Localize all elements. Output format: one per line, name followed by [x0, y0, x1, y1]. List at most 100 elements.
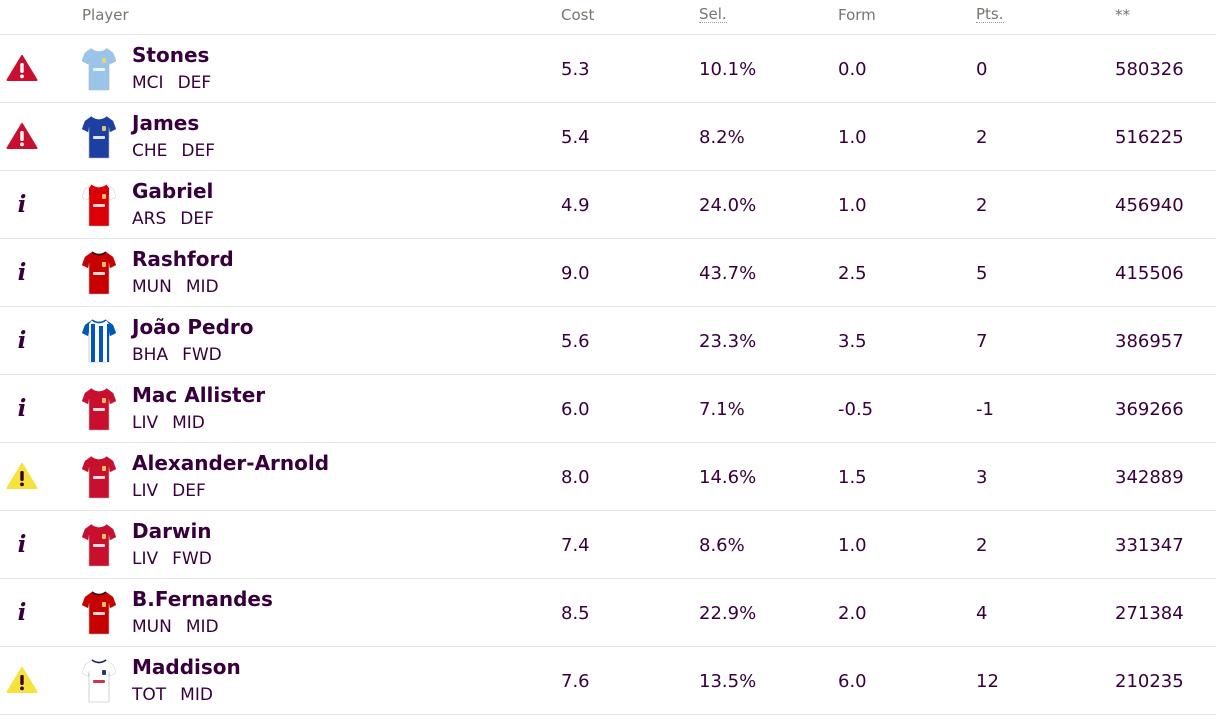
player-transfers: 415506	[1115, 263, 1184, 284]
player-selected-percent: 23.3%	[699, 331, 757, 352]
player-selected-percent: 8.6%	[699, 535, 745, 556]
player-team: MUN	[132, 277, 172, 297]
player-name[interactable]: Rashford	[132, 247, 234, 271]
info-icon[interactable]: i	[17, 258, 27, 286]
table-row[interactable]: i B.Fernandes MUN MID 8.5 22.9% 2.0 4 271384	[0, 579, 1216, 647]
table-row[interactable]: Stones MCI DEF 5.3 10.1% 0.0 0 580326	[0, 35, 1216, 103]
table-row[interactable]: Maddison TOT MID 7.6 13.5% 6.0 12 210235	[0, 647, 1216, 715]
player-position: MID	[172, 413, 205, 433]
table-row[interactable]: i João Pedro BHA FWD 5.6 23.3% 3.5 7 386957	[0, 307, 1216, 375]
injury-warning-icon[interactable]	[6, 121, 38, 151]
info-icon[interactable]: i	[17, 530, 27, 558]
player-position: FWD	[172, 549, 212, 569]
table-row[interactable]: James CHE DEF 5.4 8.2% 1.0 2 516225	[0, 103, 1216, 171]
table-row[interactable]: i Darwin LIV FWD 7.4 8.6% 1.0 2 331347	[0, 511, 1216, 579]
player-name[interactable]: B.Fernandes	[132, 587, 273, 611]
player-cost: 5.4	[561, 127, 590, 148]
arsenal-kit-icon	[81, 180, 117, 228]
player-points: 3	[976, 467, 988, 488]
player-meta: LIV FWD	[132, 549, 212, 569]
table-header: Player Cost Sel. Form Pts. **	[0, 0, 1216, 35]
player-team: MUN	[132, 617, 172, 637]
info-icon[interactable]: i	[17, 394, 27, 422]
player-transfers: 456940	[1115, 195, 1184, 216]
player-name[interactable]: Mac Allister	[132, 383, 266, 407]
player-form: 2.5	[838, 263, 867, 284]
player-meta: ARS DEF	[132, 209, 214, 229]
player-name[interactable]: Darwin	[132, 519, 212, 543]
player-transfers: 369266	[1115, 399, 1184, 420]
chelsea-kit-icon	[81, 112, 117, 160]
player-form: -0.5	[838, 399, 874, 420]
player-selected-percent: 13.5%	[699, 671, 757, 692]
player-position: MID	[185, 277, 219, 297]
player-selected-percent: 8.2%	[699, 127, 745, 148]
player-points: 7	[976, 331, 988, 352]
column-header-form[interactable]: Form	[838, 6, 876, 24]
brighton-kit-icon	[81, 316, 117, 364]
player-form: 3.5	[838, 331, 867, 352]
player-cost: 5.6	[561, 331, 590, 352]
column-header-transfers[interactable]: **	[1115, 6, 1130, 24]
player-transfers: 210235	[1115, 671, 1184, 692]
player-meta: CHE DEF	[132, 141, 215, 161]
liverpool-kit-icon	[81, 384, 117, 432]
column-header-selected[interactable]: Sel.	[699, 5, 727, 23]
player-points: 2	[976, 535, 988, 556]
player-form: 1.5	[838, 467, 867, 488]
player-form: 6.0	[838, 671, 867, 692]
player-cost: 8.5	[561, 603, 590, 624]
player-points: -1	[976, 399, 994, 420]
player-selected-percent: 10.1%	[699, 59, 757, 80]
player-name[interactable]: James	[132, 111, 200, 135]
player-team: ARS	[132, 209, 167, 229]
player-meta: MCI DEF	[132, 73, 211, 93]
player-cost: 7.6	[561, 671, 590, 692]
table-row[interactable]: Alexander-Arnold LIV DEF 8.0 14.6% 1.5 3 342889	[0, 443, 1216, 511]
player-name[interactable]: Stones	[132, 43, 210, 67]
player-name[interactable]: Alexander-Arnold	[132, 451, 330, 475]
table-row[interactable]: i Rashford MUN MID 9.0 43.7% 2.5 5 415506	[0, 239, 1216, 307]
player-team: LIV	[132, 481, 159, 501]
column-header-points[interactable]: Pts.	[976, 5, 1004, 23]
doubt-warning-icon[interactable]	[6, 665, 38, 695]
table-row[interactable]: i Mac Allister LIV MID 6.0 7.1% -0.5 -1 369266	[0, 375, 1216, 443]
player-transfers: 516225	[1115, 127, 1184, 148]
player-form: 2.0	[838, 603, 867, 624]
column-header-player[interactable]: Player	[82, 6, 129, 24]
player-team: CHE	[132, 141, 168, 161]
player-selected-percent: 14.6%	[699, 467, 757, 488]
player-name[interactable]: João Pedro	[132, 315, 254, 339]
player-team: MCI	[132, 73, 164, 93]
tottenham-kit-icon	[81, 656, 117, 704]
player-cost: 4.9	[561, 195, 590, 216]
doubt-warning-icon[interactable]	[6, 461, 38, 491]
player-meta: TOT MID	[132, 685, 213, 705]
liverpool-kit-icon	[81, 452, 117, 500]
liverpool-kit-icon	[81, 520, 117, 568]
player-position: DEF	[172, 481, 206, 501]
player-team: TOT	[132, 685, 167, 705]
player-transfers: 342889	[1115, 467, 1184, 488]
column-header-cost[interactable]: Cost	[561, 6, 595, 24]
player-team: LIV	[132, 413, 159, 433]
info-icon[interactable]: i	[17, 326, 27, 354]
player-meta: MUN MID	[132, 277, 219, 297]
table-row[interactable]: i Gabriel ARS DEF 4.9 24.0% 1.0 2 456940	[0, 171, 1216, 239]
info-icon[interactable]: i	[17, 598, 27, 626]
player-meta: MUN MID	[132, 617, 219, 637]
player-position: MID	[185, 617, 219, 637]
player-form: 1.0	[838, 127, 867, 148]
player-cost: 7.4	[561, 535, 590, 556]
player-name[interactable]: Maddison	[132, 655, 241, 679]
player-transfers: 331347	[1115, 535, 1184, 556]
player-points: 12	[976, 671, 999, 692]
player-name[interactable]: Gabriel	[132, 179, 214, 203]
player-selected-percent: 22.9%	[699, 603, 757, 624]
player-position: MID	[180, 685, 213, 705]
player-points: 0	[976, 59, 988, 80]
injury-warning-icon[interactable]	[6, 53, 38, 83]
info-icon[interactable]: i	[17, 190, 27, 218]
player-team: BHA	[132, 345, 169, 365]
